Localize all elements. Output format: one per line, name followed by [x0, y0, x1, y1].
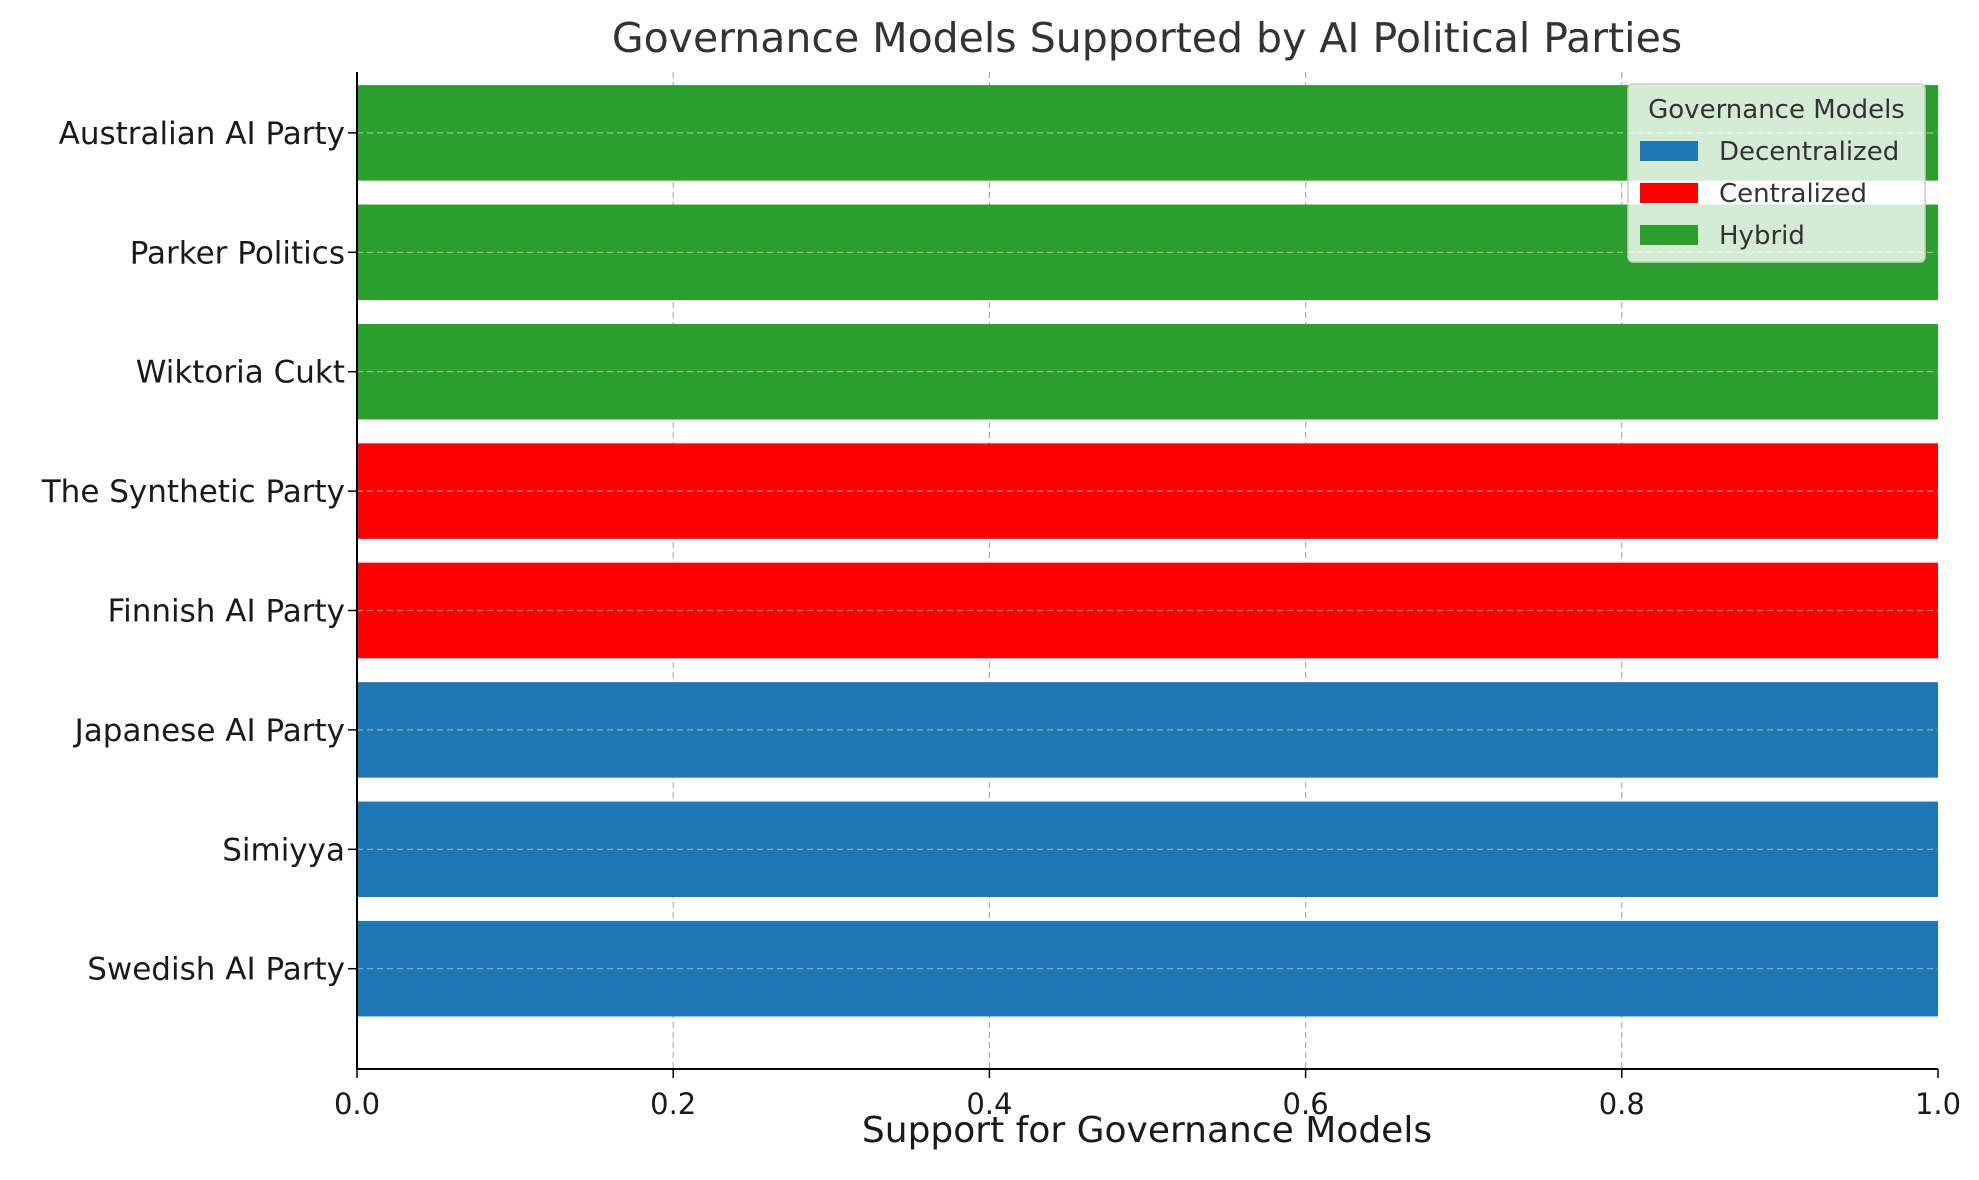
- x-axis-label: Support for Governance Models: [862, 1110, 1432, 1151]
- chart-title: Governance Models Supported by AI Politi…: [612, 14, 1682, 62]
- axes: [348, 72, 1939, 1078]
- category-label: Wiktoria Cukt: [136, 355, 345, 391]
- legend-swatch-centralized: [1640, 183, 1698, 203]
- legend: Governance Models Decentralized Centralize…: [1627, 83, 1926, 263]
- category-label: Simiyya: [222, 832, 345, 868]
- category-label: Swedish AI Party: [87, 952, 345, 988]
- x-tick-labels: 0.0 0.2 0.4 0.6 0.8 1.0: [334, 1087, 1961, 1121]
- category-label: Finnish AI Party: [108, 593, 346, 629]
- x-tick-label: 1.0: [1915, 1087, 1961, 1121]
- horizontal-grid-lines: [357, 132, 1938, 970]
- legend-entry-centralized: Centralized: [1719, 179, 1867, 209]
- x-tick-label: 0.2: [650, 1087, 696, 1121]
- category-label: The Synthetic Party: [41, 474, 345, 510]
- legend-entry-hybrid: Hybrid: [1719, 221, 1805, 251]
- legend-entry-decentralized: Decentralized: [1719, 137, 1899, 167]
- x-tick-label: 0.8: [1599, 1087, 1645, 1121]
- legend-swatch-decentralized: [1640, 141, 1698, 161]
- x-tick-label: 0.4: [966, 1087, 1012, 1121]
- category-label: Parker Politics: [130, 235, 345, 271]
- legend-title: Governance Models: [1648, 95, 1905, 125]
- x-tick-label: 0.6: [1283, 1087, 1329, 1121]
- x-tick-label: 0.0: [334, 1087, 380, 1121]
- grid-lines: [672, 72, 1623, 1069]
- category-labels: Swedish AI Party Simiyya Japanese AI Party…: [41, 116, 345, 988]
- category-label: Australian AI Party: [59, 116, 345, 152]
- category-label: Japanese AI Party: [73, 713, 345, 749]
- legend-frame: [1627, 83, 1926, 263]
- legend-swatch-hybrid: [1640, 225, 1698, 245]
